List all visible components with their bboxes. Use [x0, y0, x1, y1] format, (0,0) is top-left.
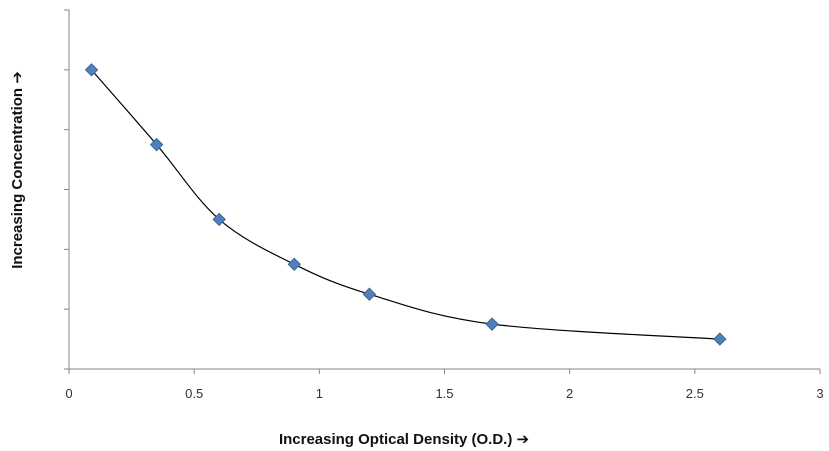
data-markers — [84, 63, 727, 346]
data-point-6 — [485, 317, 499, 331]
x-tick-label: 0 — [65, 386, 72, 401]
trend-curve — [91, 69, 720, 340]
data-point-7 — [713, 332, 727, 346]
x-tick-label: 1.5 — [435, 386, 453, 401]
x-tick-labels: 0 0.5 1 1.5 2 2.5 3 — [65, 386, 823, 401]
data-point-3 — [212, 212, 226, 227]
axes — [64, 9, 821, 374]
x-tick-label: 2 — [566, 386, 573, 401]
x-tick-label: 2.5 — [686, 386, 704, 401]
data-point-4 — [287, 257, 302, 271]
data-point-2 — [149, 137, 164, 152]
data-point-1 — [84, 63, 99, 77]
x-tick-label: 1 — [316, 386, 323, 401]
y-axis-title: Increasing Concentration ➔ — [9, 71, 26, 269]
x-tick-label: 3 — [816, 386, 823, 401]
data-point-5 — [362, 287, 377, 301]
x-axis-title: Increasing Optical Density (O.D.) ➔ — [279, 431, 529, 448]
x-tick-label: 0.5 — [185, 386, 203, 401]
